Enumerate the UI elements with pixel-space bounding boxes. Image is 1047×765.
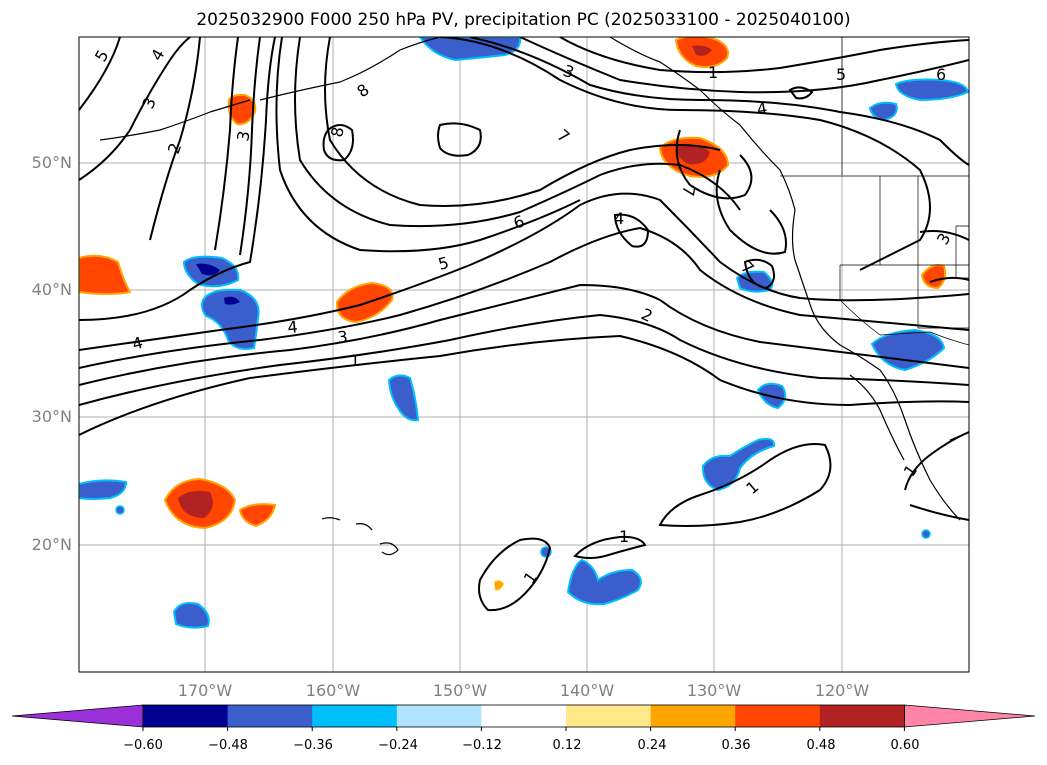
- lon-label-170w: 170°W: [177, 681, 233, 700]
- colorbar-segment: [227, 705, 313, 727]
- colorbar: [11, 704, 1036, 731]
- contour-label: 3: [233, 129, 253, 142]
- colorbar-tick-label: −0.24: [378, 738, 418, 753]
- colorbar-tick-label: −0.36: [293, 738, 333, 753]
- colorbar-segment: [143, 705, 229, 727]
- contour-label: 8: [327, 125, 347, 138]
- neg-blob-hawaii-north: [387, 374, 420, 422]
- colorbar-segment: [396, 705, 482, 727]
- colorbar-segment: [735, 705, 821, 727]
- colorbar-extend-high: [904, 704, 1036, 728]
- contour-label: 1: [708, 63, 718, 82]
- contour-label: 2: [164, 140, 185, 156]
- lon-label-160w: 160°W: [305, 681, 361, 700]
- contour-label: 4: [755, 98, 768, 118]
- lat-label-20n: 20°N: [31, 535, 72, 554]
- pos-blob-west-edge: [79, 254, 132, 295]
- colorbar-tick-label: 0.24: [637, 738, 667, 753]
- pos-blob-aleutian: [227, 93, 257, 126]
- neg-blob-trades-1: [701, 437, 776, 492]
- lat-label-50n: 50°N: [31, 153, 72, 172]
- contour-label: 6: [511, 211, 527, 232]
- colorbar-tick-label: 0.60: [890, 738, 920, 753]
- pos-blob-us-west: [920, 264, 947, 290]
- lon-label-120w: 120°W: [814, 681, 870, 700]
- colorbar-tick-label: 0.12: [552, 738, 582, 753]
- contour-label: 1: [619, 527, 629, 546]
- contour-label: 1: [520, 568, 541, 587]
- colorbar-tick-label: −0.60: [123, 738, 163, 753]
- pv-contours: [79, 37, 969, 612]
- neg-blob-canada: [894, 78, 969, 102]
- colorbar-extend-low: [11, 704, 144, 728]
- colorbar-tick-label: 0.36: [721, 738, 751, 753]
- map-title: 2025032900 F000 250 hPa PV, precipitatio…: [196, 10, 851, 30]
- lat-label-30n: 30°N: [31, 407, 72, 426]
- colorbar-segment: [650, 705, 736, 727]
- neg-blob-west-mid: [201, 288, 260, 350]
- contour-label: 2: [638, 304, 655, 326]
- contour-label: 6: [936, 65, 946, 84]
- neg-blob-south-west: [172, 602, 210, 629]
- contour-label: 3: [561, 61, 577, 82]
- lon-label-150w: 150°W: [432, 681, 488, 700]
- map-plot-area: 5 4 3 2 3 8 8 3 1 5 6 4 7 7 6 4 5 4 3 1 …: [79, 37, 969, 672]
- contour-label: 8: [353, 80, 372, 101]
- contour-label: 5: [436, 253, 451, 274]
- contour-label: 3: [337, 327, 349, 347]
- contour-label: 1: [350, 351, 360, 370]
- pos-blob-subtropical-2: [238, 503, 277, 528]
- contour-label: 7: [678, 184, 698, 197]
- lon-label-140w: 140°W: [559, 681, 615, 700]
- colorbar-segment: [312, 705, 398, 727]
- neg-blob-west-edge-2: [79, 479, 128, 500]
- neg-blob-baja: [870, 328, 946, 372]
- lat-label-40n: 40°N: [31, 280, 72, 299]
- colorbar-frame: [142, 704, 905, 728]
- contour-label: 4: [130, 333, 145, 354]
- colorbar-segment: [566, 705, 652, 727]
- contour-label: 4: [614, 209, 624, 228]
- colorbar-tick-label: −0.12: [462, 738, 502, 753]
- contour-label: 5: [836, 65, 846, 84]
- map-frame: [78, 36, 970, 673]
- colorbar-segment: [481, 705, 567, 727]
- colorbar-segment: [819, 705, 905, 727]
- contour-label: 4: [287, 317, 299, 337]
- neg-blob-south: [566, 558, 642, 606]
- colorbar-tick-label: −0.48: [208, 738, 248, 753]
- contour-label: 1: [900, 461, 921, 480]
- colorbar-tick-label: 0.48: [806, 738, 836, 753]
- contour-label: 4: [147, 46, 169, 64]
- positive-precip-areas: [79, 37, 947, 591]
- contour-label: 7: [553, 126, 573, 147]
- lon-label-130w: 130°W: [686, 681, 742, 700]
- contour-label: 1: [742, 477, 762, 498]
